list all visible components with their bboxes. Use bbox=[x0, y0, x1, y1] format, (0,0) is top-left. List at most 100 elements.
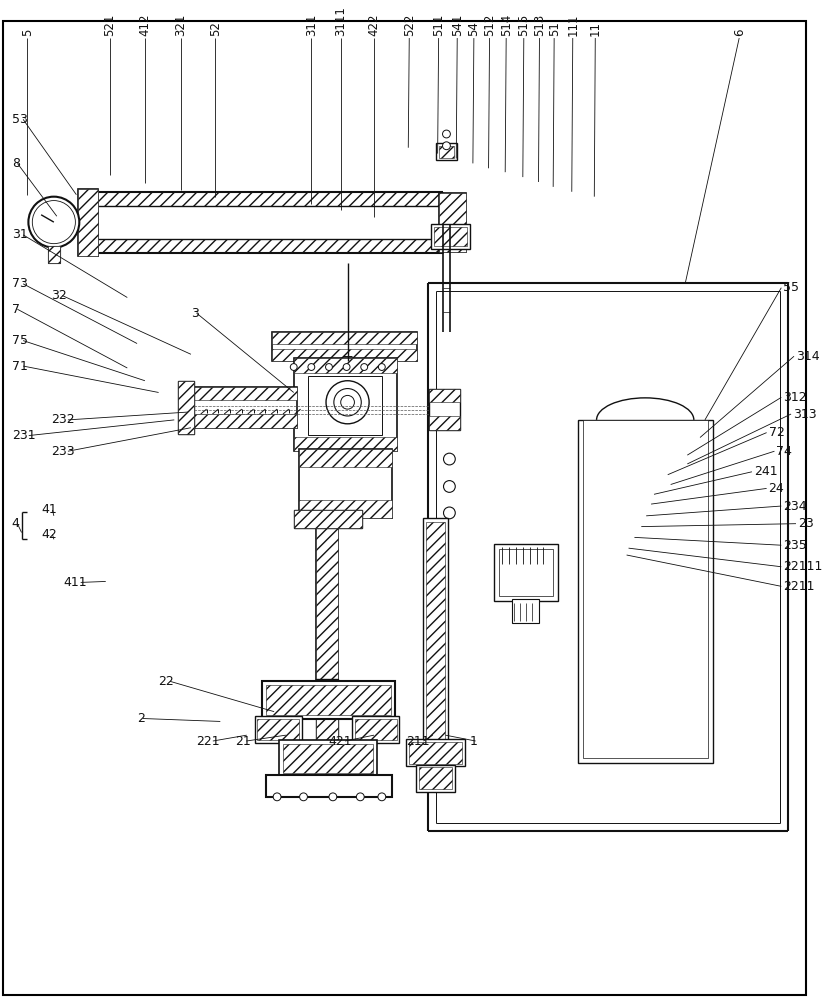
Text: 55: 55 bbox=[783, 281, 800, 294]
Text: 411: 411 bbox=[64, 576, 88, 589]
Bar bbox=[299, 449, 392, 467]
Bar bbox=[431, 224, 470, 249]
Bar bbox=[294, 510, 363, 528]
Text: 41: 41 bbox=[41, 503, 57, 516]
Bar bbox=[78, 189, 98, 256]
Bar bbox=[316, 521, 338, 679]
Circle shape bbox=[343, 364, 350, 370]
Text: 2: 2 bbox=[137, 712, 145, 725]
Circle shape bbox=[443, 142, 450, 150]
Circle shape bbox=[273, 793, 281, 801]
Bar bbox=[406, 739, 465, 766]
Text: 51: 51 bbox=[548, 21, 561, 36]
Circle shape bbox=[444, 481, 455, 492]
Circle shape bbox=[356, 793, 364, 801]
Bar bbox=[316, 516, 338, 684]
Text: 312: 312 bbox=[783, 391, 807, 404]
Circle shape bbox=[308, 364, 315, 370]
Bar bbox=[429, 389, 460, 402]
Text: 233: 233 bbox=[51, 445, 74, 458]
Text: 513: 513 bbox=[533, 14, 546, 36]
Text: 241: 241 bbox=[754, 465, 777, 478]
Text: 232: 232 bbox=[51, 413, 74, 426]
Bar bbox=[254, 716, 301, 743]
Bar bbox=[512, 599, 539, 623]
Text: 313: 313 bbox=[793, 408, 817, 421]
Bar bbox=[299, 500, 392, 518]
Circle shape bbox=[444, 453, 455, 465]
Text: 32: 32 bbox=[51, 289, 67, 302]
Text: 3111: 3111 bbox=[335, 6, 347, 36]
Text: 75: 75 bbox=[12, 334, 28, 347]
Text: 74: 74 bbox=[776, 445, 792, 458]
Bar bbox=[191, 387, 297, 428]
Text: 23: 23 bbox=[798, 517, 814, 530]
Bar bbox=[178, 381, 194, 434]
Text: 512: 512 bbox=[483, 14, 496, 36]
Circle shape bbox=[340, 395, 354, 409]
Bar bbox=[78, 189, 98, 256]
Bar bbox=[273, 332, 417, 361]
Bar bbox=[423, 518, 449, 743]
Bar bbox=[178, 381, 194, 434]
Text: 4: 4 bbox=[12, 517, 20, 530]
Text: 514: 514 bbox=[500, 14, 513, 36]
Text: 111: 111 bbox=[567, 14, 579, 36]
Bar bbox=[353, 716, 400, 743]
Text: 515: 515 bbox=[517, 14, 530, 36]
Circle shape bbox=[300, 793, 307, 801]
Text: 71: 71 bbox=[12, 360, 27, 373]
Bar bbox=[273, 349, 417, 361]
Text: 412: 412 bbox=[139, 14, 151, 36]
Bar bbox=[258, 719, 299, 740]
Circle shape bbox=[378, 793, 386, 801]
Text: 1: 1 bbox=[470, 735, 477, 748]
Text: 234: 234 bbox=[783, 500, 807, 513]
Bar bbox=[96, 239, 443, 253]
Text: 211: 211 bbox=[406, 735, 430, 748]
Bar bbox=[308, 376, 382, 435]
Bar bbox=[495, 544, 558, 601]
Circle shape bbox=[334, 389, 361, 416]
Circle shape bbox=[28, 197, 79, 248]
Text: 22111: 22111 bbox=[783, 560, 823, 573]
Text: 511: 511 bbox=[432, 14, 445, 36]
Bar bbox=[279, 740, 377, 777]
Bar bbox=[316, 682, 338, 774]
Text: 11: 11 bbox=[589, 21, 602, 36]
Bar bbox=[294, 358, 396, 373]
Bar bbox=[429, 389, 460, 430]
Bar bbox=[266, 775, 392, 797]
Text: 422: 422 bbox=[368, 14, 381, 36]
Text: 22: 22 bbox=[159, 675, 174, 688]
Bar bbox=[439, 193, 466, 252]
Circle shape bbox=[32, 201, 75, 244]
Text: 3: 3 bbox=[191, 307, 199, 320]
Bar bbox=[263, 681, 395, 719]
Text: 235: 235 bbox=[783, 539, 807, 552]
Text: 311: 311 bbox=[305, 14, 318, 36]
Bar bbox=[426, 522, 445, 739]
Bar bbox=[439, 193, 466, 252]
Circle shape bbox=[443, 130, 450, 138]
Circle shape bbox=[326, 381, 369, 424]
Bar bbox=[48, 246, 59, 263]
Text: 6: 6 bbox=[733, 29, 746, 36]
Bar bbox=[294, 358, 396, 451]
Bar bbox=[48, 246, 59, 263]
Bar bbox=[294, 510, 363, 528]
Bar bbox=[273, 332, 417, 344]
Text: 522: 522 bbox=[403, 14, 415, 36]
Text: 42: 42 bbox=[41, 528, 57, 541]
Circle shape bbox=[361, 364, 368, 370]
Text: 8: 8 bbox=[12, 157, 20, 170]
Circle shape bbox=[444, 507, 455, 519]
Bar bbox=[577, 420, 713, 763]
Text: 24: 24 bbox=[768, 482, 785, 495]
Text: 321: 321 bbox=[174, 14, 188, 36]
Text: 231: 231 bbox=[12, 429, 36, 442]
Text: 52: 52 bbox=[209, 21, 222, 36]
Text: 73: 73 bbox=[12, 277, 27, 290]
Bar bbox=[582, 420, 708, 758]
Bar bbox=[299, 449, 392, 518]
